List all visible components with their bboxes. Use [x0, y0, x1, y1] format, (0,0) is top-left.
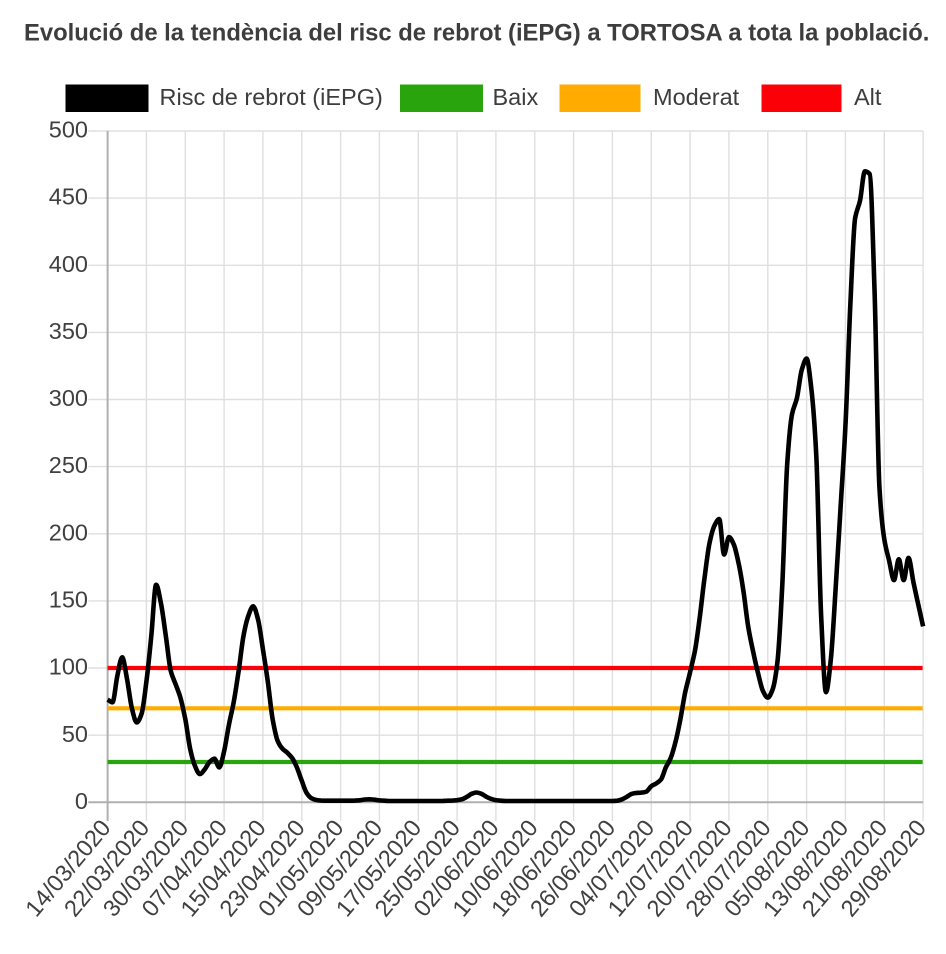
- svg-text:50: 50: [62, 721, 88, 747]
- svg-text:Alt: Alt: [854, 84, 882, 110]
- svg-text:450: 450: [49, 184, 88, 210]
- svg-text:100: 100: [49, 654, 88, 680]
- svg-text:250: 250: [49, 452, 88, 478]
- svg-text:Moderat: Moderat: [653, 84, 740, 110]
- svg-text:150: 150: [49, 587, 88, 613]
- svg-text:0: 0: [75, 788, 88, 814]
- svg-text:350: 350: [49, 318, 88, 344]
- svg-text:Risc de rebrot (iEPG): Risc de rebrot (iEPG): [160, 84, 383, 110]
- svg-text:200: 200: [49, 519, 88, 545]
- svg-text:400: 400: [49, 251, 88, 277]
- svg-text:500: 500: [49, 117, 88, 143]
- svg-text:Baix: Baix: [493, 84, 539, 110]
- svg-text:300: 300: [49, 385, 88, 411]
- svg-text:Evolució de la tendència del r: Evolució de la tendència del risc de reb…: [24, 20, 929, 47]
